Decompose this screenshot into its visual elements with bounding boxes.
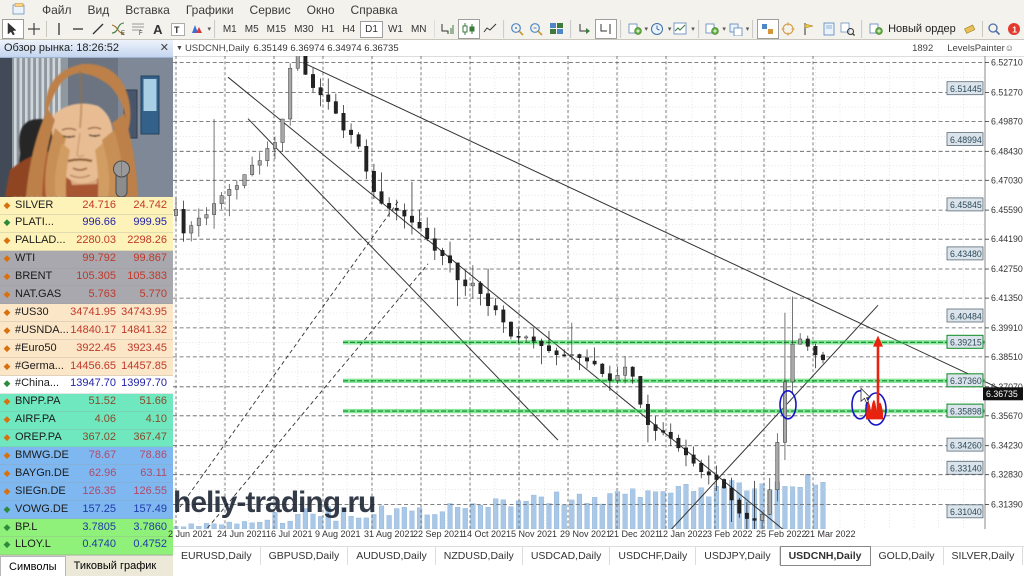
svg-text:6.35898: 6.35898 [950, 406, 982, 416]
svg-text:6.31390: 6.31390 [991, 500, 1023, 510]
svg-text:6.44190: 6.44190 [991, 234, 1023, 244]
svg-text:F: F [139, 31, 143, 36]
svg-text:6.45590: 6.45590 [991, 205, 1023, 215]
svg-text:6.31040: 6.31040 [950, 507, 982, 517]
svg-text:6.40484: 6.40484 [950, 311, 982, 321]
svg-text:6.37360: 6.37360 [950, 376, 982, 386]
svg-text:6.52710: 6.52710 [991, 58, 1023, 68]
svg-text:6.36735: 6.36735 [986, 389, 1018, 399]
svg-text:1: 1 [1013, 24, 1018, 34]
svg-text:T: T [174, 25, 180, 35]
svg-text:6.42750: 6.42750 [991, 264, 1023, 274]
svg-text:E: E [121, 31, 125, 36]
svg-text:6.38510: 6.38510 [991, 352, 1023, 362]
svg-text:6.47030: 6.47030 [991, 175, 1023, 185]
svg-text:6.43480: 6.43480 [950, 249, 982, 259]
svg-text:6.48994: 6.48994 [950, 135, 982, 145]
svg-text:6.32830: 6.32830 [991, 470, 1023, 480]
svg-text:6.49870: 6.49870 [991, 116, 1023, 126]
svg-text:6.35670: 6.35670 [991, 411, 1023, 421]
svg-text:6.41350: 6.41350 [991, 293, 1023, 303]
svg-text:6.34230: 6.34230 [991, 441, 1023, 451]
svg-text:6.51445: 6.51445 [950, 84, 982, 94]
svg-text:6.39215: 6.39215 [950, 338, 982, 348]
svg-text:6.48430: 6.48430 [991, 146, 1023, 156]
svg-text:6.39910: 6.39910 [991, 323, 1023, 333]
svg-text:6.45845: 6.45845 [950, 200, 982, 210]
svg-text:6.34260: 6.34260 [950, 440, 982, 450]
svg-text:6.33140: 6.33140 [950, 464, 982, 474]
svg-text:6.51270: 6.51270 [991, 87, 1023, 97]
